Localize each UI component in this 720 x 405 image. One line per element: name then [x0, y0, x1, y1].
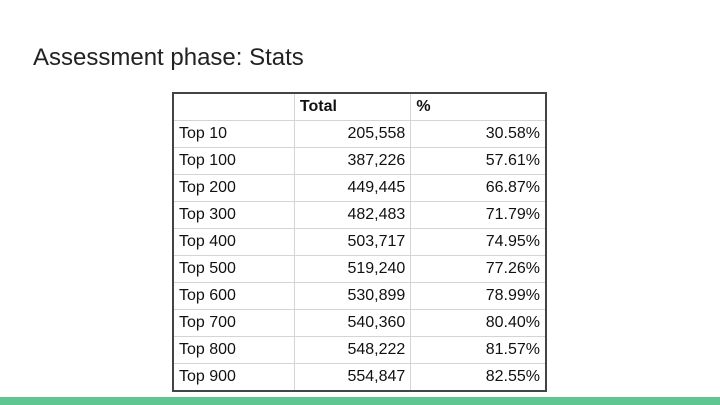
table-cell: Top 200 — [172, 174, 295, 202]
table-cell: 519,240 — [293, 255, 412, 283]
table-cell: 77.26% — [410, 255, 547, 283]
table-cell: 205,558 — [293, 120, 412, 148]
table-cell: Top 900 — [172, 363, 295, 392]
table-row: Top 600 530,899 78.99% — [172, 282, 547, 310]
table-cell: 449,445 — [293, 174, 412, 202]
table-cell: 66.87% — [410, 174, 547, 202]
table-cell: 80.40% — [410, 309, 547, 337]
table-row: Top 200 449,445 66.87% — [172, 174, 547, 202]
table-row: Top 700 540,360 80.40% — [172, 309, 547, 337]
table-row: Top 400 503,717 74.95% — [172, 228, 547, 256]
table-cell: Top 500 — [172, 255, 295, 283]
table-cell: 57.61% — [410, 147, 547, 175]
table-cell: 554,847 — [293, 363, 412, 392]
table-cell: Top 600 — [172, 282, 295, 310]
table-cell: Top 800 — [172, 336, 295, 364]
table-cell: Top 300 — [172, 201, 295, 229]
table-cell: 82.55% — [410, 363, 547, 392]
header-cell — [172, 92, 295, 121]
accent-bar — [0, 397, 720, 405]
table-body: Top 10 205,558 30.58% Top 100 387,226 57.61% T… — [172, 120, 547, 392]
table-row: Top 300 482,483 71.79% — [172, 201, 547, 229]
table-cell: 503,717 — [293, 228, 412, 256]
header-cell: Total — [293, 92, 412, 121]
table-cell: 530,899 — [293, 282, 412, 310]
table-cell: 71.79% — [410, 201, 547, 229]
stats-table: Total% Top 10 205,558 30.58% Top 100 387,226… — [172, 92, 547, 392]
table-cell: Top 700 — [172, 309, 295, 337]
table-cell: Top 400 — [172, 228, 295, 256]
table-row: Top 100 387,226 57.61% — [172, 147, 547, 175]
table-cell: 482,483 — [293, 201, 412, 229]
table-row: Top 500 519,240 77.26% — [172, 255, 547, 283]
table-row: Top 900 554,847 82.55% — [172, 363, 547, 392]
table-cell: 74.95% — [410, 228, 547, 256]
table-cell: 30.58% — [410, 120, 547, 148]
table-row: Top 10 205,558 30.58% — [172, 120, 547, 148]
table-cell: 387,226 — [293, 147, 412, 175]
table-cell: 540,360 — [293, 309, 412, 337]
table-cell: Top 10 — [172, 120, 295, 148]
table-cell: 78.99% — [410, 282, 547, 310]
header-cell: % — [410, 92, 547, 121]
header-row: Total% — [172, 92, 547, 121]
table-row: Top 800 548,222 81.57% — [172, 336, 547, 364]
slide-title: Assessment phase: Stats — [33, 44, 304, 71]
table-cell: 548,222 — [293, 336, 412, 364]
table-cell: 81.57% — [410, 336, 547, 364]
table-cell: Top 100 — [172, 147, 295, 175]
